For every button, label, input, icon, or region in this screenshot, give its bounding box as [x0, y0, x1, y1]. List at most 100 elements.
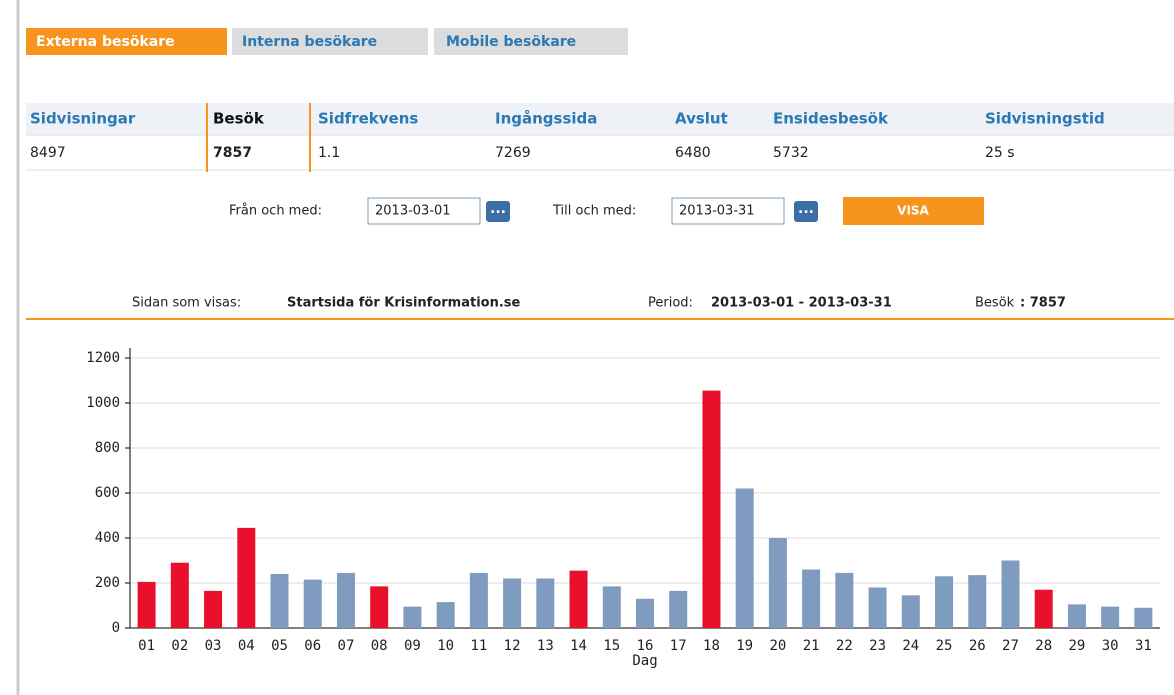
table-header: Sidvisningar — [30, 110, 136, 128]
picker-text[interactable]: ... — [798, 201, 814, 217]
to-value[interactable]: 2013-03-31 — [679, 204, 755, 219]
table-header: Sidfrekvens — [318, 110, 418, 128]
x-tick-label: 21 — [803, 638, 820, 654]
table-header: Besök — [213, 110, 265, 128]
page-label: Sidan som visas: — [132, 296, 241, 311]
table-header-bg — [26, 103, 1174, 135]
x-axis-label: Dag — [632, 653, 657, 669]
to-input[interactable] — [671, 197, 785, 225]
x-tick-label: 06 — [304, 638, 321, 654]
x-tick-label: 05 — [271, 638, 288, 654]
bar — [469, 572, 488, 628]
table-cell: 7857 — [213, 145, 252, 161]
y-tick-label: 800 — [95, 440, 120, 456]
bar — [503, 578, 522, 628]
tab[interactable]: Externa besökare — [36, 34, 175, 50]
bar — [536, 578, 555, 628]
bar — [370, 586, 389, 628]
table-cell: 1.1 — [318, 145, 340, 161]
bar — [1001, 560, 1020, 628]
x-tick-label: 27 — [1002, 638, 1019, 654]
table-header: Ingångssida — [495, 110, 597, 128]
y-tick-label: 200 — [95, 575, 120, 591]
bar — [1134, 607, 1153, 628]
tab[interactable]: Mobile besökare — [446, 34, 576, 50]
page-value: Startsida för Krisinformation.se — [287, 296, 521, 311]
bar — [901, 595, 920, 628]
x-tick-label: 11 — [470, 638, 487, 654]
x-tick-label: 09 — [404, 638, 421, 654]
x-tick-label: 07 — [338, 638, 355, 654]
visits-label: Besök — [975, 296, 1015, 311]
tab-bg[interactable] — [434, 28, 628, 55]
table-cell: 25 s — [985, 145, 1015, 161]
table-cell: 8497 — [30, 145, 66, 161]
picker-button[interactable] — [486, 201, 510, 222]
x-tick-label: 29 — [1069, 638, 1086, 654]
bar — [436, 602, 455, 628]
y-tick-label: 400 — [95, 530, 120, 546]
to-label: Till och med: — [552, 204, 636, 219]
bar — [636, 598, 654, 628]
x-tick-label: 17 — [670, 638, 687, 654]
x-tick-label: 12 — [504, 638, 521, 654]
bar — [569, 570, 588, 628]
table-header: Sidvisningstid — [985, 110, 1105, 128]
bar — [336, 572, 355, 628]
table-header: Avslut — [675, 110, 728, 128]
x-tick-label: 22 — [836, 638, 853, 654]
x-tick-label: 18 — [703, 638, 720, 654]
bar — [1067, 604, 1086, 628]
tab[interactable]: Interna besökare — [242, 34, 377, 50]
x-tick-label: 16 — [637, 638, 654, 654]
x-tick-label: 10 — [437, 638, 454, 654]
y-tick-label: 0 — [112, 620, 120, 636]
x-tick-label: 03 — [205, 638, 222, 654]
bar — [802, 569, 821, 628]
x-tick-label: 14 — [570, 638, 587, 654]
bar — [968, 575, 987, 628]
x-tick-label: 04 — [238, 638, 255, 654]
bar — [137, 581, 156, 628]
tab-bg[interactable] — [232, 28, 428, 55]
bar — [270, 574, 289, 628]
visits-value: : 7857 — [1020, 296, 1066, 311]
from-input[interactable] — [367, 197, 481, 225]
bar — [768, 538, 787, 628]
visa-text[interactable]: VISA — [897, 204, 929, 218]
x-tick-label: 24 — [902, 638, 919, 654]
bar — [702, 390, 721, 628]
bar — [669, 590, 688, 628]
tab-active[interactable] — [26, 28, 227, 55]
bar — [403, 606, 422, 628]
picker-text[interactable]: ... — [490, 201, 506, 217]
visa-button[interactable] — [843, 197, 984, 225]
from-value[interactable]: 2013-03-01 — [375, 204, 451, 219]
bar — [170, 562, 189, 628]
x-tick-label: 13 — [537, 638, 554, 654]
x-tick-label: 30 — [1102, 638, 1119, 654]
bar — [237, 527, 256, 628]
x-tick-label: 28 — [1035, 638, 1052, 654]
bar — [303, 579, 322, 628]
x-tick-label: 01 — [138, 638, 155, 654]
table-cell: 6480 — [675, 145, 711, 161]
x-tick-label: 23 — [869, 638, 886, 654]
y-tick-label: 1200 — [86, 350, 120, 366]
x-tick-label: 25 — [936, 638, 953, 654]
bar — [868, 587, 887, 628]
x-tick-label: 02 — [171, 638, 188, 654]
x-tick-label: 19 — [736, 638, 753, 654]
bar — [835, 572, 854, 628]
bar — [935, 576, 954, 628]
period-value: 2013-03-01 - 2013-03-31 — [711, 296, 892, 311]
x-tick-label: 31 — [1135, 638, 1152, 654]
bar — [204, 590, 223, 628]
bar — [602, 586, 621, 628]
x-tick-label: 26 — [969, 638, 986, 654]
y-tick-label: 1000 — [86, 395, 120, 411]
picker-button[interactable] — [794, 201, 818, 222]
x-tick-label: 20 — [769, 638, 786, 654]
table-header: Ensidesbesök — [773, 110, 889, 128]
